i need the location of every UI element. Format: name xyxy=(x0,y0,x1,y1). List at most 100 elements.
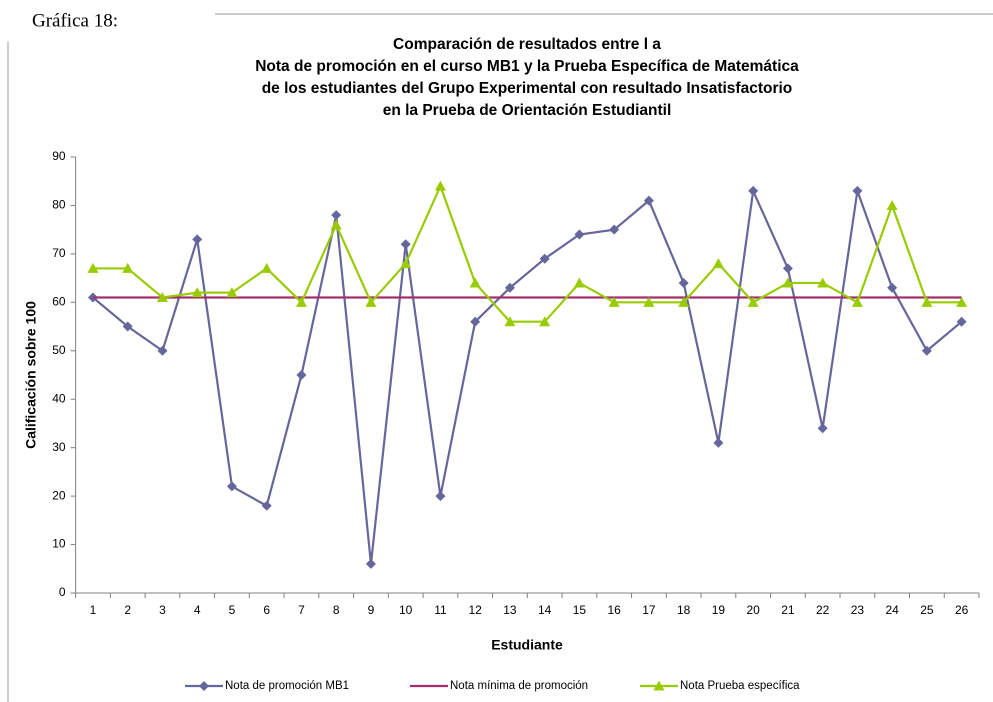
chart-title: de los estudiantes del Grupo Experimenta… xyxy=(262,80,793,97)
x-tick-label: 6 xyxy=(263,603,270,617)
data-point xyxy=(782,263,793,274)
data-point xyxy=(712,258,724,269)
data-point xyxy=(331,210,342,221)
data-point xyxy=(122,262,134,273)
data-point xyxy=(747,296,759,307)
x-tick-label: 17 xyxy=(642,603,656,617)
data-point xyxy=(574,229,585,240)
x-tick-label: 20 xyxy=(746,603,760,617)
data-point xyxy=(192,234,203,245)
data-point xyxy=(504,316,516,327)
data-point xyxy=(365,296,377,307)
y-tick-label: 20 xyxy=(52,488,66,502)
chart-title: Comparación de resultados entre l a xyxy=(393,36,661,53)
data-point xyxy=(296,370,307,380)
data-point xyxy=(504,282,515,293)
data-point xyxy=(782,277,794,288)
data-point xyxy=(122,321,133,332)
x-tick-label: 4 xyxy=(194,603,201,617)
data-point xyxy=(678,296,690,307)
data-point xyxy=(156,291,168,302)
y-tick-label: 0 xyxy=(59,585,66,599)
data-point xyxy=(157,345,168,356)
data-point xyxy=(87,262,99,273)
data-point xyxy=(261,262,273,273)
legend-label: Nota mínima de promoción xyxy=(450,680,588,692)
data-point xyxy=(400,239,411,250)
data-point xyxy=(956,296,968,307)
x-tick-label: 23 xyxy=(851,603,865,617)
data-point xyxy=(748,185,759,196)
data-point xyxy=(469,277,481,288)
x-tick-label: 1 xyxy=(90,603,97,617)
data-point xyxy=(643,296,655,307)
data-point xyxy=(539,253,550,264)
x-tick-label: 16 xyxy=(607,603,621,617)
x-tick-label: 11 xyxy=(434,603,447,617)
x-tick-label: 18 xyxy=(677,603,691,617)
x-tick-label: 21 xyxy=(781,603,795,617)
data-point xyxy=(852,185,863,196)
y-tick-label: 40 xyxy=(52,391,66,405)
data-point xyxy=(470,316,481,327)
legend-marker xyxy=(653,680,665,691)
data-point xyxy=(817,423,828,434)
data-point xyxy=(539,316,551,327)
x-tick-label: 24 xyxy=(885,603,899,617)
series-line xyxy=(92,186,963,565)
x-axis-title: Estudiante xyxy=(491,637,563,653)
y-tick-label: 30 xyxy=(52,440,66,454)
data-point xyxy=(330,219,342,230)
y-tick-label: 60 xyxy=(52,295,66,309)
data-point xyxy=(191,287,203,298)
data-point xyxy=(921,296,933,307)
x-tick-label: 25 xyxy=(920,603,934,617)
x-tick-label: 9 xyxy=(368,603,375,617)
data-point xyxy=(365,558,376,569)
data-point xyxy=(400,258,412,269)
data-point xyxy=(678,277,689,288)
data-point xyxy=(435,491,446,502)
x-tick-label: 2 xyxy=(124,603,131,617)
y-tick-label: 80 xyxy=(52,198,66,212)
x-tick-label: 14 xyxy=(538,603,552,617)
y-tick-label: 70 xyxy=(52,246,66,260)
data-point xyxy=(643,195,654,206)
x-tick-label: 15 xyxy=(573,603,587,617)
series-line xyxy=(92,183,962,323)
data-point xyxy=(261,500,272,511)
x-tick-label: 19 xyxy=(712,603,726,617)
data-point xyxy=(608,296,620,307)
data-point xyxy=(226,287,238,298)
data-point xyxy=(434,180,446,191)
legend-label: Nota de promoción MB1 xyxy=(225,680,349,692)
data-point xyxy=(573,277,585,288)
chart-title: en la Prueba de Orientación Estudiantil xyxy=(383,102,672,119)
legend-label: Nota Prueba específica xyxy=(680,680,800,692)
caption: Gráfica 18: xyxy=(32,10,118,31)
x-tick-label: 8 xyxy=(333,603,340,617)
y-tick-label: 50 xyxy=(52,343,66,357)
legend-marker xyxy=(199,681,209,691)
x-tick-label: 22 xyxy=(816,603,830,617)
data-point xyxy=(713,437,724,448)
data-point xyxy=(295,296,307,307)
x-tick-label: 7 xyxy=(298,603,305,617)
data-point xyxy=(817,277,829,288)
chart-title: Nota de promoción en el curso MB1 y la P… xyxy=(255,58,799,75)
data-point xyxy=(887,282,898,293)
x-tick-label: 26 xyxy=(955,603,969,617)
x-tick-label: 5 xyxy=(229,603,236,617)
y-axis-title: Calificación sobre 100 xyxy=(23,301,39,449)
data-point xyxy=(956,316,967,327)
data-point xyxy=(921,345,932,356)
data-point xyxy=(851,296,863,307)
x-tick-label: 3 xyxy=(159,603,166,617)
y-tick-label: 90 xyxy=(52,149,66,163)
x-tick-label: 13 xyxy=(503,603,517,617)
data-point xyxy=(886,199,898,210)
x-tick-label: 10 xyxy=(399,603,413,617)
data-point xyxy=(226,481,237,492)
data-point xyxy=(609,224,620,235)
